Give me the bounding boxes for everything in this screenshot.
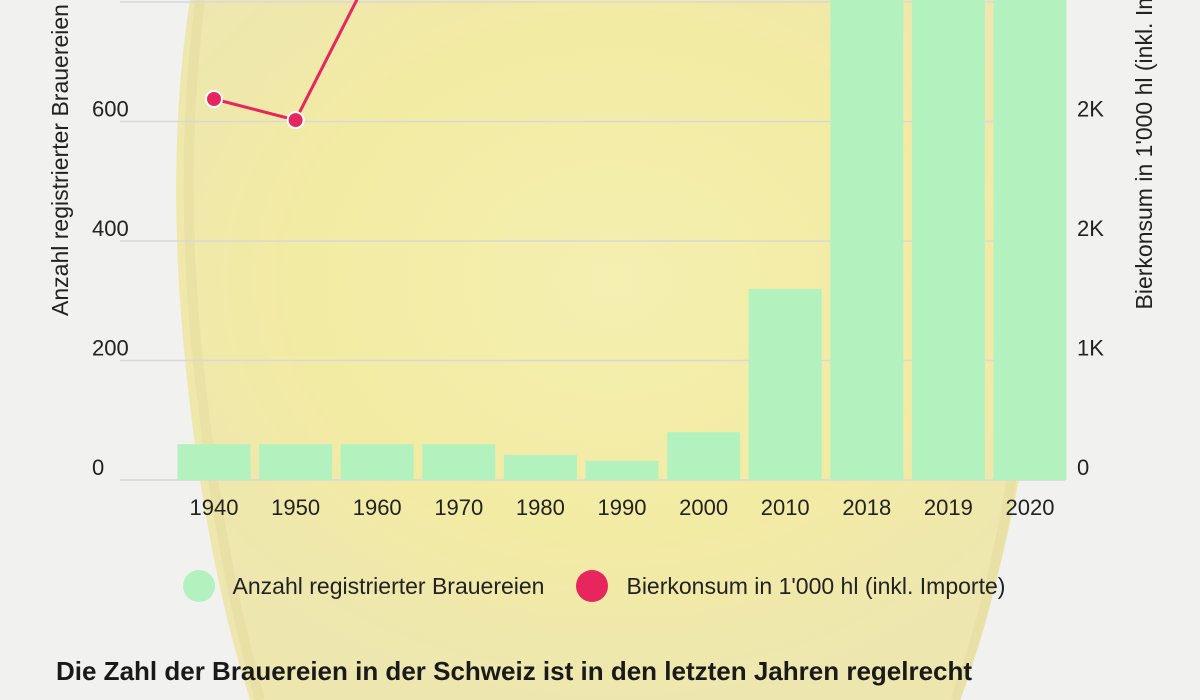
x-tick-label: 1960 [353,495,402,520]
x-tick-label: 1980 [516,495,565,520]
right-axis-title: Bierkonsum in 1'000 hl (inkl. Importe) [1131,0,1157,309]
right-tick-label: 1K [1077,336,1104,361]
left-tick-label: 600 [92,97,129,122]
x-tick-label: 2019 [924,495,973,520]
right-tick-label: 0 [1077,455,1089,480]
x-tick-label: 2010 [761,495,810,520]
right-axis-ticks: 0 1K 2K 2K 3K [1077,0,1104,480]
bar-2000[interactable] [667,432,741,480]
left-tick-label: 200 [92,336,129,361]
bar-2020[interactable] [993,0,1067,480]
left-tick-label: 800 [92,0,129,2]
bar-1980[interactable] [503,454,577,480]
legend-swatch-line [576,570,609,602]
left-axis-ticks: 0 200 400 600 800 [92,0,129,480]
bar-1970[interactable] [422,444,496,480]
legend: Anzahl registrierter Brauereien Bierkons… [0,570,1200,602]
bar-1950[interactable] [259,444,333,480]
x-tick-label: 1940 [190,495,239,520]
left-tick-label: 0 [92,455,104,480]
left-tick-label: 400 [92,216,129,241]
bar-2019[interactable] [911,0,985,480]
x-tick-label: 1990 [598,495,647,520]
bar-2010[interactable] [748,288,822,480]
bar-series [177,0,1067,480]
left-axis-title: Anzahl registrierter Brauereien [47,4,73,316]
x-tick-label: 2020 [1006,495,1055,520]
x-tick-label: 2000 [679,495,728,520]
x-axis-ticks: 1940 1950 1960 1970 1980 1990 2000 2010 2018 2019… [190,495,1055,520]
right-tick-label: 2K [1077,216,1104,241]
x-tick-label: 1970 [434,495,483,520]
x-tick-label: 2018 [842,495,891,520]
right-tick-label: 3K [1077,0,1104,2]
x-tick-label: 1950 [271,495,320,520]
legend-item-bars[interactable]: Anzahl registrierter Brauereien [182,570,545,602]
bar-1960[interactable] [340,444,414,480]
grid-lines [120,1,1065,481]
caption-text: Die Zahl der Brauereien in der Schweiz i… [56,656,973,686]
bar-1990[interactable] [585,460,659,480]
right-tick-label: 2K [1077,97,1104,122]
legend-swatch-bars [182,570,215,602]
bar-2018[interactable] [830,0,904,480]
line-point[interactable] [286,111,305,130]
legend-item-line[interactable]: Bierkonsum in 1'000 hl (inkl. Importe) [576,570,1005,602]
line-series [205,0,359,130]
legend-label-bars: Anzahl registrierter Brauereien [232,572,545,599]
bar-1940[interactable] [177,444,251,480]
legend-label-line: Bierkonsum in 1'000 hl (inkl. Importe) [626,572,1006,599]
line-point[interactable] [205,90,223,109]
line-path [213,0,359,122]
